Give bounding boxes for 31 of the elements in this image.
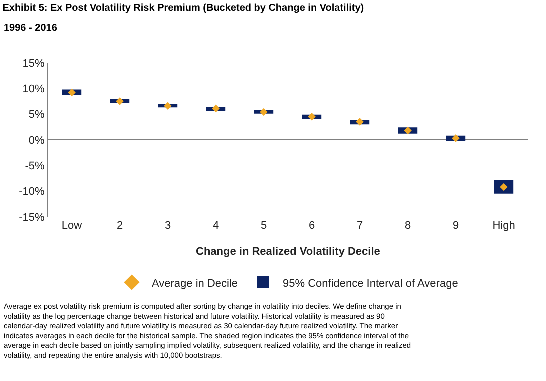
- x-tick-label: 6: [308, 220, 316, 232]
- x-tick-label: 2: [116, 220, 124, 232]
- legend-label: Average in Decile: [152, 278, 238, 290]
- y-tick-label: 0%: [28, 134, 46, 147]
- x-axis-title: Change in Realized Volatility Decile: [196, 246, 380, 258]
- point: [116, 98, 124, 106]
- chart-title: Exhibit 5: Ex Post Volatility Risk Premium (Bucketed by Change in Volatility): [2, 3, 364, 14]
- x-tick-label: 3: [164, 220, 172, 232]
- y-tick-label: 5%: [28, 109, 46, 122]
- y-tick-label: -15%: [19, 212, 46, 224]
- x-tick-label: 7: [356, 220, 364, 232]
- point: [260, 108, 268, 116]
- x-tick-label: 4: [212, 220, 220, 232]
- x-tick-label: 9: [452, 220, 460, 232]
- x-tick-label: 8: [404, 220, 412, 232]
- point: [164, 102, 172, 110]
- point: [356, 118, 364, 126]
- y-tick-label: 10%: [22, 84, 46, 96]
- point: [68, 88, 76, 97]
- y-tick-label: -5%: [25, 160, 46, 173]
- point: [452, 134, 460, 142]
- point: [404, 126, 412, 135]
- x-tick-label: Low: [62, 220, 82, 232]
- x-tick-label: 5: [260, 220, 268, 232]
- point: [308, 113, 316, 121]
- y-tick-label: -10%: [19, 186, 46, 198]
- point: [212, 104, 220, 113]
- chart-subtitle: 1996 - 2016: [4, 23, 58, 34]
- x-tick-label: High: [492, 220, 516, 232]
- y-tick-label: 15%: [22, 58, 46, 70]
- legend-label: 95% Confidence Interval of Average: [283, 278, 458, 290]
